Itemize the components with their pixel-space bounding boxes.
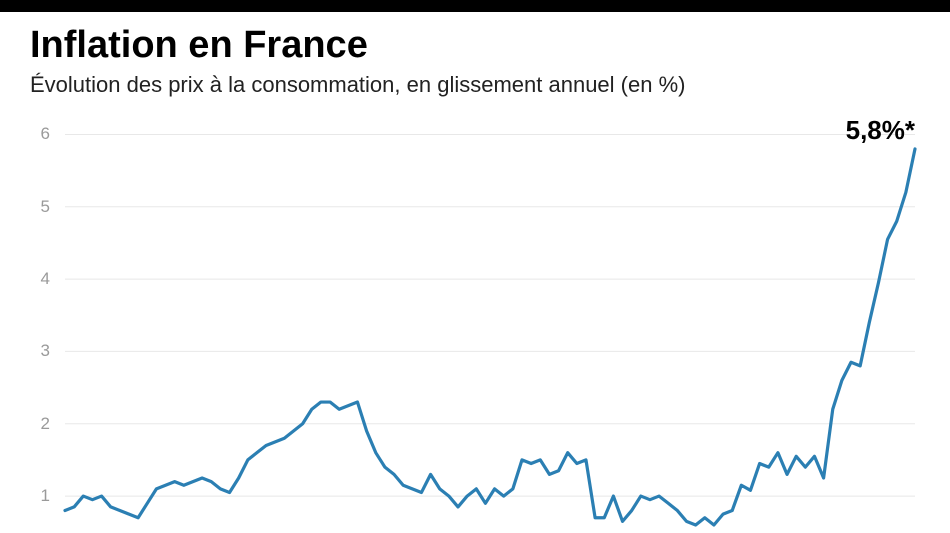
top-bar [0,0,950,12]
y-tick-label: 5 [30,197,50,217]
chart-area: 1 2 3 4 5 6 5,8%* [30,110,920,530]
y-tick-label: 4 [30,269,50,289]
chart-title: Inflation en France [30,24,368,67]
y-tick-label: 3 [30,341,50,361]
inflation-line [65,149,915,525]
y-tick-label: 1 [30,486,50,506]
y-tick-label: 2 [30,414,50,434]
chart-subtitle: Évolution des prix à la consommation, en… [30,72,685,98]
line-chart-svg [30,110,920,530]
end-value-annotation: 5,8%* [846,115,915,146]
y-tick-label: 6 [30,124,50,144]
